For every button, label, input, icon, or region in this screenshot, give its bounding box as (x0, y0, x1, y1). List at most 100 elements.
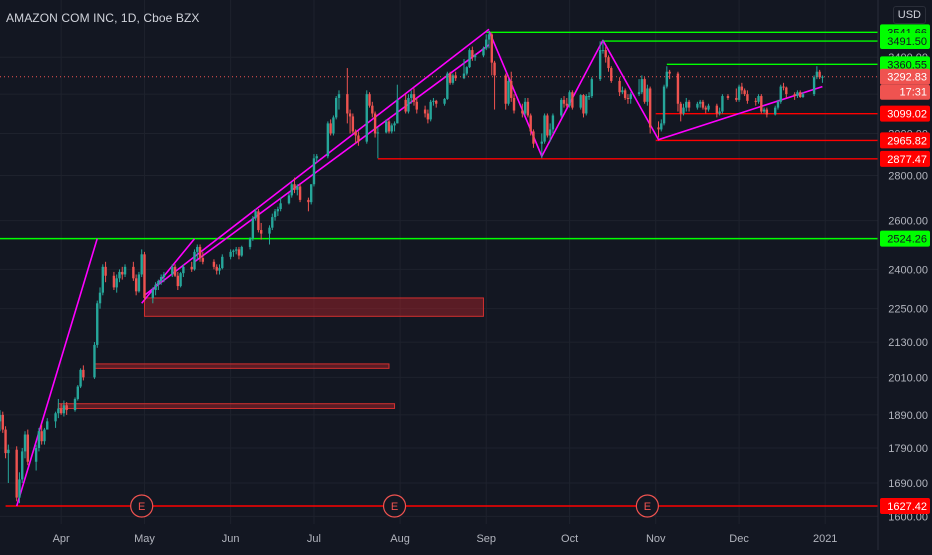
candle (40, 424, 43, 445)
candle-body (198, 246, 202, 259)
price-tick-label: 1890.00 (888, 410, 928, 422)
price-level-badge-text: 2524.26 (887, 234, 927, 246)
candle (487, 30, 491, 49)
candle (293, 177, 296, 194)
candle-body (448, 73, 452, 83)
candle (15, 446, 18, 502)
candle-body (293, 184, 296, 190)
candle (776, 99, 780, 110)
candle (257, 209, 260, 233)
candle (621, 86, 624, 95)
candle-body (579, 95, 582, 108)
time-tick-label: Sep (476, 533, 496, 545)
candle (273, 209, 277, 221)
candle (468, 48, 471, 69)
earnings-marker[interactable]: E (130, 494, 154, 518)
price-level-badge: 3099.02 (880, 105, 930, 122)
candle (548, 123, 552, 142)
chart-title: AMAZON COM INC, 1D, Cboe BZX (6, 11, 200, 25)
candle-body (257, 211, 260, 231)
candle (610, 66, 613, 83)
candle-body (762, 109, 766, 112)
candle-body (121, 271, 124, 275)
candle-body (799, 92, 802, 98)
price-level-badge: 2877.47 (880, 150, 930, 167)
candle (357, 131, 360, 146)
candle-body (746, 94, 749, 101)
candle-body (334, 97, 338, 118)
candle (279, 197, 282, 212)
candle (685, 97, 688, 112)
time-tick-label: Jul (307, 533, 321, 545)
candle-body (23, 434, 27, 452)
candle-body (0, 414, 2, 422)
candle-body (740, 86, 744, 91)
candle (493, 60, 496, 110)
candle (785, 86, 788, 98)
price-level-labels: 3541.663491.503360.553292.8317:313099.02… (880, 24, 930, 514)
earnings-marker[interactable]: E (382, 494, 407, 518)
trendline (602, 39, 823, 141)
candle-body (15, 449, 18, 498)
candle (82, 365, 85, 381)
candle (698, 99, 702, 108)
candle (229, 249, 232, 260)
candle (546, 113, 549, 138)
candle (348, 109, 352, 134)
candle (485, 34, 488, 51)
candle (629, 92, 632, 104)
candle-body (562, 99, 566, 104)
candle (529, 113, 532, 136)
price-level-badge-text: 3292.83 (887, 72, 927, 84)
candle-body (348, 113, 352, 117)
candle-body (371, 105, 374, 114)
candle-body (315, 156, 318, 159)
candle (21, 447, 24, 484)
candle-body (715, 105, 719, 114)
candle (676, 71, 680, 112)
candle (276, 206, 280, 216)
candle (490, 32, 493, 76)
candle-body (696, 103, 699, 108)
candle-body (365, 94, 368, 142)
candle-body (307, 199, 310, 203)
candle-body (390, 125, 393, 132)
candle-body (393, 123, 396, 126)
price-level-badge-bg (880, 68, 930, 85)
candle-body (821, 76, 824, 78)
candle (179, 271, 182, 288)
candle (818, 69, 821, 80)
candle-body (640, 79, 644, 93)
candle (393, 121, 396, 132)
candle (368, 92, 371, 108)
candle-body (218, 268, 221, 271)
candle-body (357, 135, 360, 142)
price-level-badge-bg (880, 132, 930, 149)
time-tick-label: Apr (53, 533, 70, 545)
candle (648, 86, 652, 134)
candle (134, 274, 138, 296)
candle-body (329, 123, 332, 134)
price-level-badge-text: 2877.47 (887, 154, 927, 166)
candle-body (162, 274, 166, 278)
candle-body (79, 369, 82, 387)
candle-body (726, 96, 730, 98)
currency-label[interactable]: USD (892, 6, 926, 24)
candle (482, 46, 485, 58)
candle (407, 94, 410, 114)
candle-body (590, 79, 594, 97)
candle-body (332, 117, 335, 134)
candle (454, 71, 457, 81)
candle-body (779, 86, 782, 102)
earnings-marker[interactable]: E (635, 494, 659, 518)
candle-body (582, 95, 585, 114)
candle-body (598, 50, 602, 80)
candle-body (665, 71, 669, 87)
candle (432, 97, 435, 106)
candle (240, 245, 243, 257)
candle (212, 259, 216, 270)
earnings-label: E (391, 501, 398, 513)
candle (307, 197, 310, 212)
